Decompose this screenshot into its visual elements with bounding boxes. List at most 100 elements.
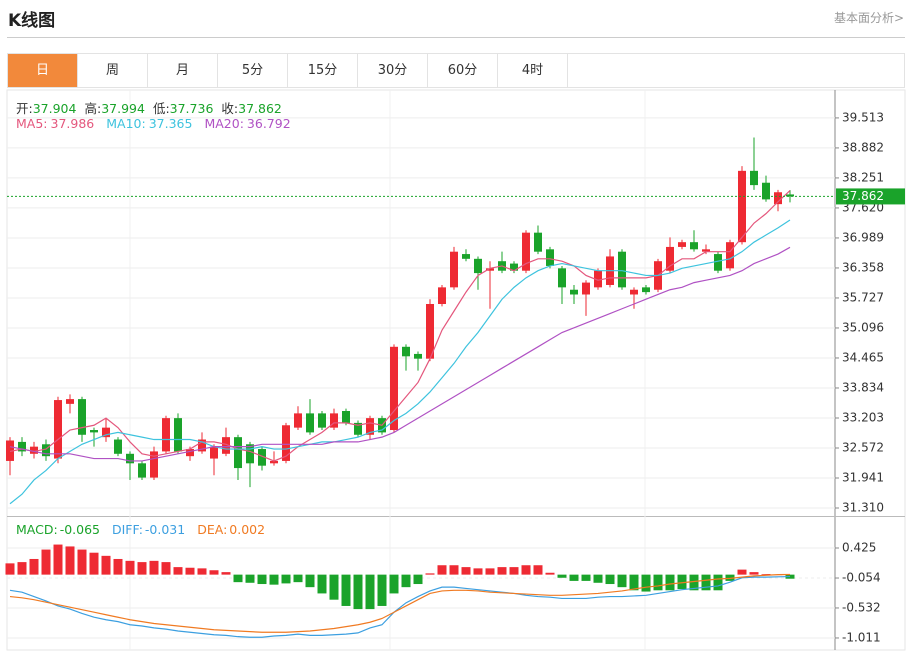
candle-body — [306, 413, 314, 433]
candle-body — [354, 422, 362, 435]
macd-bar — [305, 574, 315, 588]
macd-bar — [197, 568, 207, 575]
period-tab[interactable]: 15分 — [288, 54, 358, 87]
macd-bar — [617, 574, 627, 588]
candle-body — [522, 232, 530, 271]
info-label: 开: — [16, 101, 33, 116]
candle-body — [210, 446, 218, 459]
y-tick-label: 33.834 — [842, 380, 884, 394]
candle-body — [630, 289, 638, 295]
chart-frame — [6, 89, 906, 651]
macd-bar — [221, 572, 231, 575]
candle-body — [618, 251, 626, 288]
macd-bar — [593, 574, 603, 583]
period-tab[interactable]: 月 — [148, 54, 218, 87]
macd-bar — [761, 574, 771, 575]
y-tick-label: -0.054 — [842, 571, 881, 585]
macd-bar — [17, 562, 27, 575]
macd-bar — [101, 555, 111, 575]
candle-body — [366, 418, 374, 435]
candle-body — [762, 182, 770, 200]
macd-bar — [413, 574, 423, 585]
macd-bar — [437, 565, 447, 575]
candle-body — [426, 303, 434, 359]
macd-bar — [581, 574, 591, 581]
y-tick-label: 34.465 — [842, 350, 884, 364]
period-tab[interactable]: 4时 — [498, 54, 568, 87]
macd-bar — [533, 565, 543, 575]
candle-body — [186, 449, 194, 457]
macd-legend: MACD: -0.065 DIFF: -0.031 DEA: 0.002 — [16, 522, 277, 537]
period-tab[interactable]: 日 — [8, 54, 78, 87]
candle-body — [750, 170, 758, 186]
y-tick-label: 32.572 — [842, 440, 884, 454]
macd-bar — [725, 574, 735, 581]
candle-body — [138, 463, 146, 478]
y-tick-label: 33.203 — [842, 410, 884, 424]
macd-bar — [545, 572, 555, 575]
macd-bar — [89, 552, 99, 575]
y-tick-label: 31.941 — [842, 471, 884, 485]
legend-value: 36.792 — [246, 116, 291, 131]
legend-value: 37.986 — [50, 116, 95, 131]
y-tick-label: 0.425 — [842, 541, 876, 555]
candle-body — [462, 254, 470, 259]
macd-bar — [377, 574, 387, 606]
macd-bar — [449, 565, 459, 575]
candle-body — [438, 287, 446, 304]
candle-body — [330, 413, 338, 428]
candle-body — [174, 418, 182, 452]
candle-body — [102, 427, 110, 438]
macd-bar — [29, 558, 39, 575]
macd-bar — [233, 574, 243, 583]
candle-body — [246, 444, 254, 464]
y-tick-label: -0.532 — [842, 600, 881, 614]
period-tab[interactable]: 60分 — [428, 54, 498, 87]
candle-body — [162, 418, 170, 452]
candle-body — [570, 289, 578, 295]
macd-bar — [341, 574, 351, 606]
y-tick-label: 35.727 — [842, 290, 884, 304]
line-series — [9, 190, 791, 462]
candle-body — [342, 410, 350, 423]
y-tick-label: -1.011 — [842, 630, 881, 644]
legend-value: 37.365 — [148, 116, 193, 131]
macd-bar — [497, 567, 507, 575]
candle-body — [642, 287, 650, 293]
period-tab[interactable]: 30分 — [358, 54, 428, 87]
macd-bar — [473, 568, 483, 575]
fundamental-link[interactable]: 基本面分析> — [833, 11, 904, 25]
candle-body — [6, 440, 14, 461]
macd-bar — [113, 558, 123, 575]
info-label: 高: — [84, 101, 102, 116]
candle-body — [486, 268, 494, 271]
y-tick-label: 35.096 — [842, 320, 884, 334]
candle-body — [90, 430, 98, 433]
legend-name: MACD: — [16, 522, 58, 537]
legend-value: -0.065 — [59, 522, 100, 537]
info-value: 37.994 — [101, 101, 145, 116]
macd-bar — [509, 567, 519, 575]
macd-bar — [53, 544, 63, 575]
title: K线图 — [8, 11, 56, 31]
period-tab[interactable]: 5分 — [218, 54, 288, 87]
candle-body — [786, 194, 794, 197]
period-tab[interactable]: 周 — [78, 54, 148, 87]
period-tabs: 日周月 5分 15分 30分 60分 4时 — [7, 53, 905, 88]
macd-bar — [149, 560, 159, 575]
macd-bar — [209, 570, 219, 575]
macd-bar — [605, 574, 615, 585]
info-value: 37.904 — [32, 101, 77, 116]
macd-bar — [485, 568, 495, 575]
candle-body — [30, 446, 38, 454]
macd-bar — [569, 574, 579, 581]
candle-body — [294, 413, 302, 428]
candle-body — [546, 249, 554, 266]
candle-body — [222, 437, 230, 454]
candle-body — [126, 453, 134, 464]
legend-value: -0.031 — [144, 522, 186, 537]
candle-body — [114, 439, 122, 454]
candle-body — [318, 413, 326, 428]
candle-body — [54, 400, 62, 459]
